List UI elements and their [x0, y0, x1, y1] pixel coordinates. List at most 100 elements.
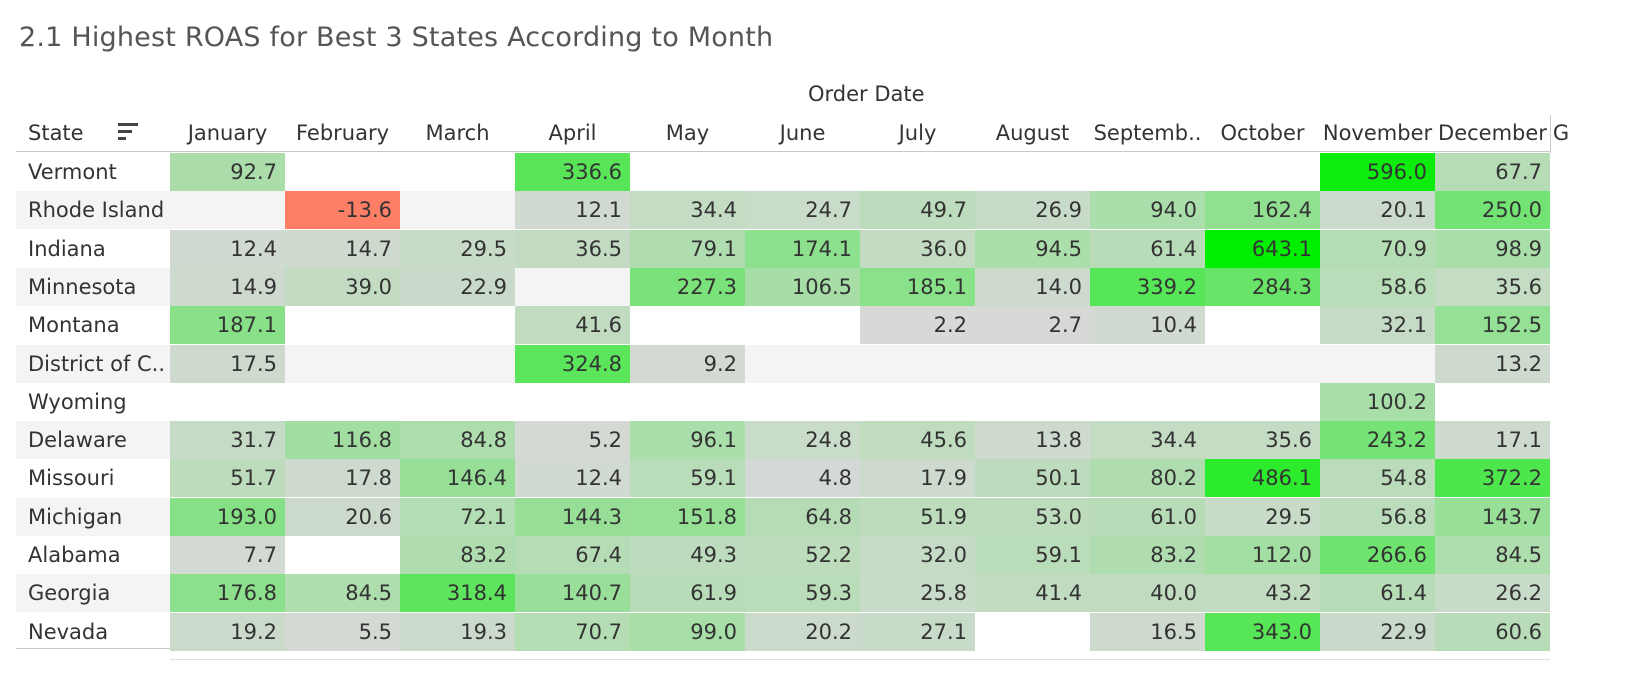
heatmap-cell[interactable]: 35.6 — [1435, 268, 1550, 306]
state-label[interactable]: Minnesota — [28, 275, 137, 299]
heatmap-cell[interactable]: 31.7 — [170, 421, 285, 459]
heatmap-cell[interactable]: 2.2 — [860, 306, 975, 344]
heatmap-cell[interactable]: 162.4 — [1205, 191, 1320, 229]
heatmap-cell[interactable]: 29.5 — [400, 230, 515, 268]
heatmap-cell[interactable]: 336.6 — [515, 153, 630, 191]
heatmap-cell[interactable]: 35.6 — [1205, 421, 1320, 459]
heatmap-cell[interactable]: 12.4 — [515, 459, 630, 497]
heatmap-cell[interactable]: 151.8 — [630, 498, 745, 536]
heatmap-cell[interactable]: 596.0 — [1320, 153, 1435, 191]
heatmap-cell[interactable]: 10.4 — [1090, 306, 1205, 344]
heatmap-cell[interactable]: 45.6 — [860, 421, 975, 459]
state-label[interactable]: Vermont — [28, 160, 117, 184]
heatmap-cell[interactable]: 17.9 — [860, 459, 975, 497]
heatmap-cell[interactable]: 36.5 — [515, 230, 630, 268]
month-header[interactable]: April — [548, 121, 597, 145]
heatmap-cell[interactable]: 80.2 — [1090, 459, 1205, 497]
heatmap-cell[interactable]: 339.2 — [1090, 268, 1205, 306]
heatmap-cell[interactable]: 116.8 — [285, 421, 400, 459]
heatmap-cell[interactable]: 61.9 — [630, 574, 745, 612]
heatmap-cell[interactable]: 67.4 — [515, 536, 630, 574]
heatmap-cell[interactable]: 14.7 — [285, 230, 400, 268]
heatmap-cell[interactable]: 94.0 — [1090, 191, 1205, 229]
heatmap-cell[interactable]: 7.7 — [170, 536, 285, 574]
heatmap-cell[interactable]: 106.5 — [745, 268, 860, 306]
heatmap-cell[interactable]: 56.8 — [1320, 498, 1435, 536]
month-header[interactable]: November — [1322, 121, 1433, 145]
heatmap-cell[interactable]: 43.2 — [1205, 574, 1320, 612]
heatmap-cell[interactable]: 5.5 — [285, 613, 400, 651]
heatmap-cell[interactable]: 84.5 — [285, 574, 400, 612]
heatmap-cell[interactable]: 25.8 — [860, 574, 975, 612]
heatmap-cell[interactable]: 72.1 — [400, 498, 515, 536]
heatmap-cell[interactable]: 61.4 — [1320, 574, 1435, 612]
month-header[interactable]: June — [779, 121, 826, 145]
heatmap-cell[interactable]: 250.0 — [1435, 191, 1550, 229]
state-label[interactable]: Indiana — [28, 237, 106, 261]
heatmap-cell[interactable]: 49.3 — [630, 536, 745, 574]
scroll-track[interactable] — [170, 659, 1550, 660]
heatmap-cell[interactable]: 26.2 — [1435, 574, 1550, 612]
state-label[interactable]: District of C.. — [28, 352, 166, 376]
heatmap-cell[interactable]: 193.0 — [170, 498, 285, 536]
heatmap-cell[interactable]: 40.0 — [1090, 574, 1205, 612]
heatmap-cell[interactable]: 2.7 — [975, 306, 1090, 344]
heatmap-cell[interactable]: 266.6 — [1320, 536, 1435, 574]
heatmap-cell[interactable]: 20.1 — [1320, 191, 1435, 229]
heatmap-cell[interactable]: 59.1 — [630, 459, 745, 497]
heatmap-cell[interactable]: 14.0 — [975, 268, 1090, 306]
month-header[interactable]: July — [898, 121, 937, 145]
state-label[interactable]: Michigan — [28, 505, 123, 529]
heatmap-cell[interactable]: 227.3 — [630, 268, 745, 306]
sort-descending-icon[interactable] — [118, 123, 140, 143]
month-header[interactable]: Septemb.. — [1093, 121, 1202, 145]
heatmap-cell[interactable]: 20.6 — [285, 498, 400, 536]
heatmap-cell[interactable]: 83.2 — [400, 536, 515, 574]
heatmap-cell[interactable]: 19.3 — [400, 613, 515, 651]
heatmap-cell[interactable]: 17.8 — [285, 459, 400, 497]
heatmap-cell[interactable]: 67.7 — [1435, 153, 1550, 191]
heatmap-cell[interactable]: 343.0 — [1205, 613, 1320, 651]
heatmap-cell[interactable]: 152.5 — [1435, 306, 1550, 344]
heatmap-cell[interactable]: 5.2 — [515, 421, 630, 459]
heatmap-cell[interactable]: 39.0 — [285, 268, 400, 306]
heatmap-cell[interactable]: 146.4 — [400, 459, 515, 497]
state-label[interactable]: Wyoming — [28, 390, 127, 414]
heatmap-cell[interactable]: 98.9 — [1435, 230, 1550, 268]
heatmap-cell[interactable]: 29.5 — [1205, 498, 1320, 536]
month-header[interactable]: May — [665, 121, 710, 145]
heatmap-cell[interactable]: 185.1 — [860, 268, 975, 306]
heatmap-cell[interactable]: 27.1 — [860, 613, 975, 651]
heatmap-cell[interactable]: 16.5 — [1090, 613, 1205, 651]
heatmap-cell[interactable]: 318.4 — [400, 574, 515, 612]
heatmap-cell[interactable]: 284.3 — [1205, 268, 1320, 306]
heatmap-cell[interactable]: 112.0 — [1205, 536, 1320, 574]
heatmap-cell[interactable]: 60.6 — [1435, 613, 1550, 651]
heatmap-cell[interactable]: 58.6 — [1320, 268, 1435, 306]
heatmap-cell[interactable]: 372.2 — [1435, 459, 1550, 497]
state-label[interactable]: Nevada — [28, 620, 109, 644]
heatmap-cell[interactable]: 187.1 — [170, 306, 285, 344]
heatmap-cell[interactable]: 34.4 — [630, 191, 745, 229]
heatmap-cell[interactable]: 61.0 — [1090, 498, 1205, 536]
heatmap-cell[interactable]: 26.9 — [975, 191, 1090, 229]
heatmap-cell[interactable]: 79.1 — [630, 230, 745, 268]
heatmap-cell[interactable]: 59.1 — [975, 536, 1090, 574]
heatmap-cell[interactable]: 24.7 — [745, 191, 860, 229]
state-label[interactable]: Montana — [28, 313, 120, 337]
month-header[interactable]: December — [1438, 121, 1547, 145]
heatmap-cell[interactable]: 144.3 — [515, 498, 630, 536]
heatmap-cell[interactable]: 22.9 — [400, 268, 515, 306]
heatmap-cell[interactable]: 54.8 — [1320, 459, 1435, 497]
heatmap-cell[interactable]: 12.1 — [515, 191, 630, 229]
month-header[interactable]: February — [295, 121, 390, 145]
heatmap-cell[interactable]: 4.8 — [745, 459, 860, 497]
heatmap-cell[interactable]: 84.5 — [1435, 536, 1550, 574]
heatmap-cell[interactable]: 70.7 — [515, 613, 630, 651]
state-label[interactable]: Missouri — [28, 466, 115, 490]
state-label[interactable]: Georgia — [28, 581, 111, 605]
month-header[interactable]: October — [1220, 121, 1305, 145]
heatmap-cell[interactable]: 140.7 — [515, 574, 630, 612]
heatmap-cell[interactable]: 13.2 — [1435, 345, 1550, 383]
heatmap-cell[interactable]: 49.7 — [860, 191, 975, 229]
